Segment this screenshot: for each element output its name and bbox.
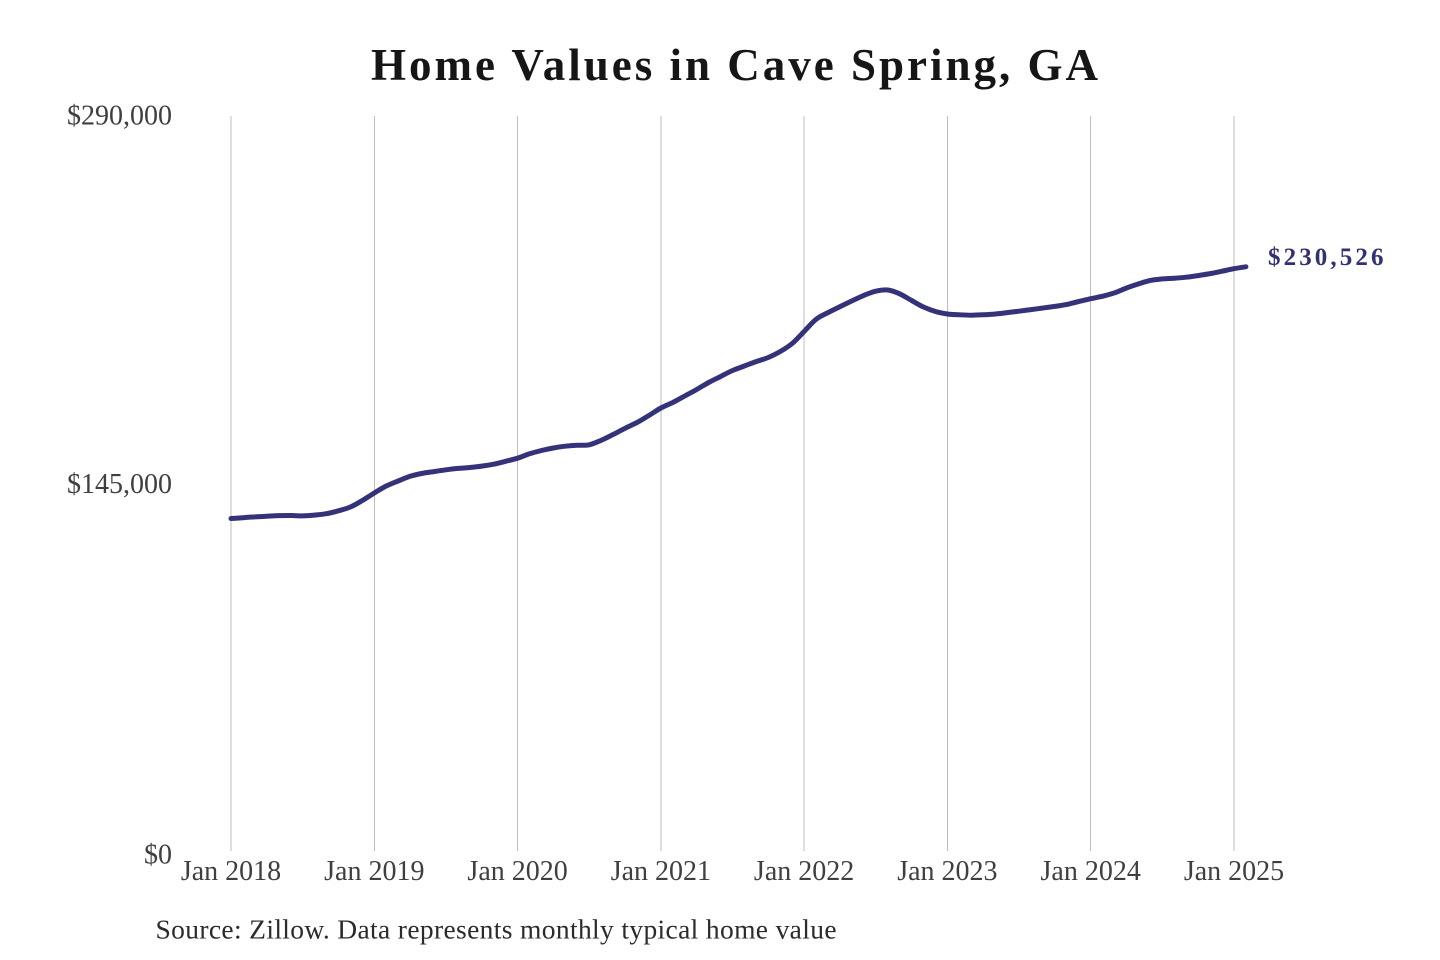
svg-text:Source: Zillow. Data represent: Source: Zillow. Data represents monthly … — [156, 914, 837, 945]
svg-text:Jan 2019: Jan 2019 — [324, 856, 424, 887]
svg-text:$0: $0 — [144, 840, 172, 871]
svg-text:$145,000: $145,000 — [67, 469, 172, 500]
svg-text:Jan 2020: Jan 2020 — [467, 856, 567, 887]
svg-text:Jan 2018: Jan 2018 — [181, 856, 281, 887]
svg-text:Jan 2023: Jan 2023 — [897, 856, 997, 887]
svg-text:Jan 2024: Jan 2024 — [1041, 856, 1141, 887]
svg-text:Jan 2025: Jan 2025 — [1184, 856, 1284, 887]
svg-text:$290,000: $290,000 — [67, 100, 172, 131]
svg-text:$230,526: $230,526 — [1268, 244, 1387, 271]
svg-text:Jan 2022: Jan 2022 — [754, 856, 854, 887]
svg-text:Jan 2021: Jan 2021 — [611, 856, 711, 887]
svg-text:Home Values in Cave Spring, GA: Home Values in Cave Spring, GA — [371, 40, 1101, 90]
